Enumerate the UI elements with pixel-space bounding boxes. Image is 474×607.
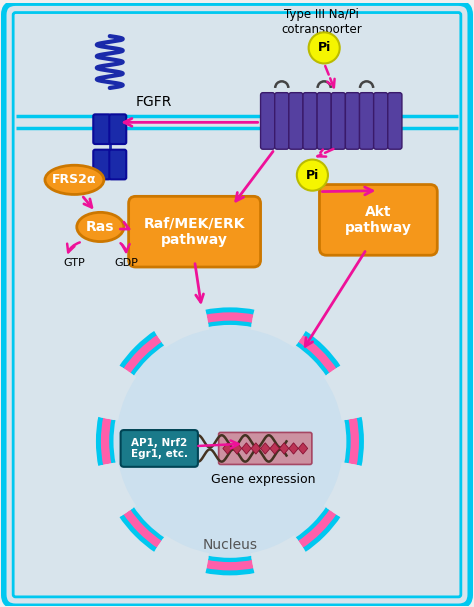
FancyBboxPatch shape [109,114,126,144]
Text: FRS2α: FRS2α [52,174,97,186]
FancyBboxPatch shape [388,93,402,149]
FancyBboxPatch shape [19,19,455,591]
Polygon shape [298,443,308,454]
FancyBboxPatch shape [331,93,346,149]
Circle shape [110,321,350,561]
FancyBboxPatch shape [93,150,110,180]
FancyBboxPatch shape [275,93,289,149]
FancyBboxPatch shape [128,196,261,267]
Text: FGFR: FGFR [136,95,172,109]
Text: Akt
pathway: Akt pathway [345,205,412,235]
FancyBboxPatch shape [109,150,126,180]
Polygon shape [223,443,232,454]
Text: GDP: GDP [114,257,138,268]
FancyBboxPatch shape [120,430,198,467]
FancyBboxPatch shape [346,93,359,149]
FancyBboxPatch shape [303,93,317,149]
Ellipse shape [45,165,104,194]
Text: Pi: Pi [318,41,331,55]
FancyBboxPatch shape [374,93,388,149]
Circle shape [297,160,328,191]
Ellipse shape [77,212,124,242]
FancyBboxPatch shape [93,114,110,144]
Text: AP1, Nrf2
Egr1, etc.: AP1, Nrf2 Egr1, etc. [131,438,188,459]
Polygon shape [289,443,298,454]
Circle shape [309,32,340,64]
FancyBboxPatch shape [359,93,374,149]
Text: Pi: Pi [306,169,319,181]
Polygon shape [251,443,261,454]
FancyBboxPatch shape [4,3,470,606]
Polygon shape [279,443,289,454]
FancyBboxPatch shape [219,432,312,464]
Text: GTP: GTP [64,257,85,268]
FancyBboxPatch shape [317,93,331,149]
Text: Nucleus: Nucleus [202,538,257,552]
Text: Raf/MEK/ERK
pathway: Raf/MEK/ERK pathway [144,217,246,247]
Polygon shape [232,443,242,454]
Polygon shape [261,443,270,454]
FancyBboxPatch shape [261,93,275,149]
Polygon shape [242,443,251,454]
Text: Gene expression: Gene expression [210,473,315,486]
Text: Type III Na/Pi
cotransporter: Type III Na/Pi cotransporter [282,8,362,36]
FancyBboxPatch shape [289,93,303,149]
Text: Ras: Ras [86,220,115,234]
Polygon shape [270,443,279,454]
FancyBboxPatch shape [319,185,438,255]
